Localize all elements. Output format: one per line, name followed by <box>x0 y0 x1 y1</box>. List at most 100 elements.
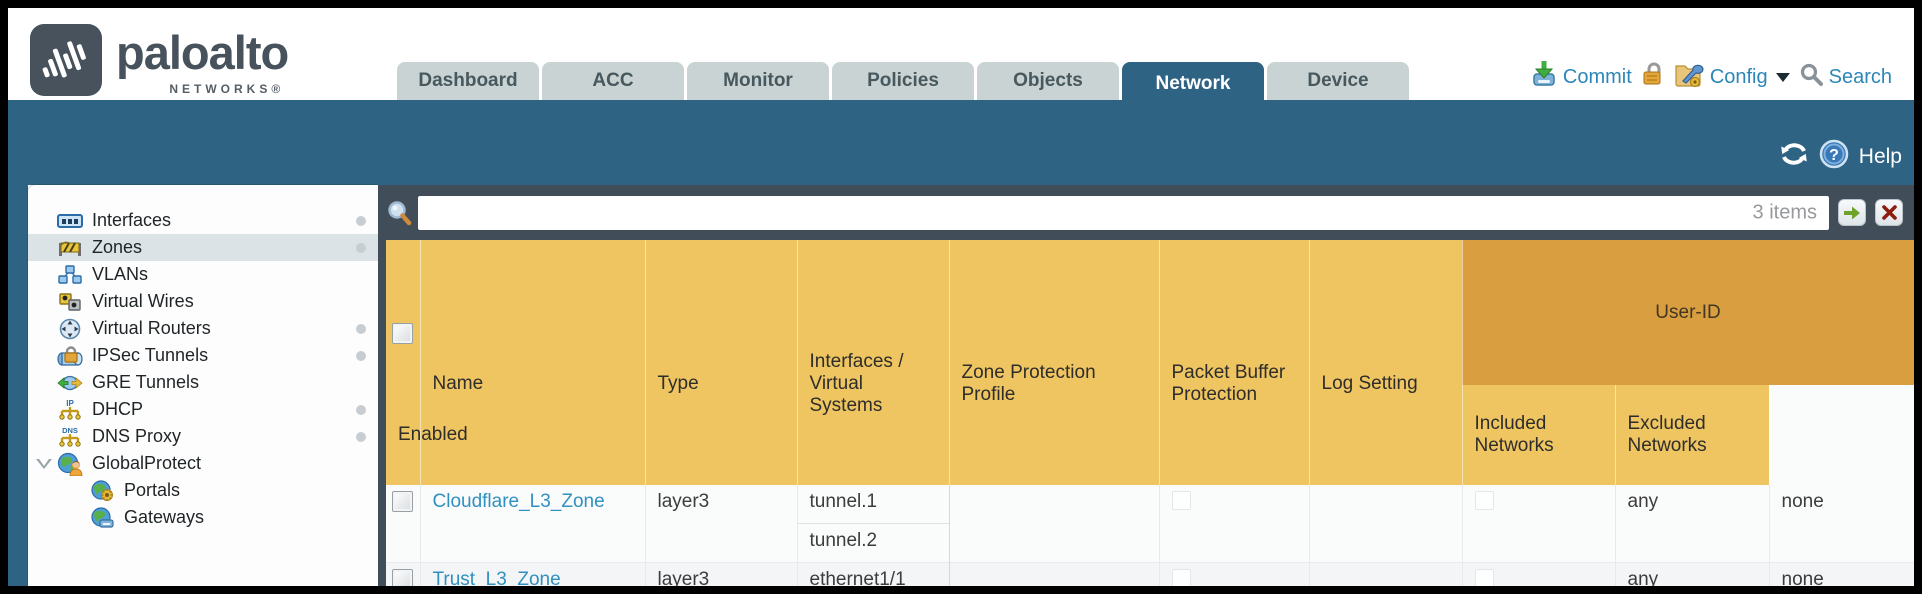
green-arrow-icon <box>1844 206 1860 219</box>
table-row: Cloudflare_L3_Zone layer3 tunnel.1 tunne… <box>386 485 1914 562</box>
select-all-checkbox[interactable] <box>392 323 413 344</box>
tab-dashboard[interactable]: Dashboard <box>397 62 539 100</box>
close-icon <box>1881 205 1897 220</box>
help-icon[interactable]: ? <box>1819 139 1849 175</box>
lock-icon <box>1641 61 1665 93</box>
excluded-networks: none <box>1769 485 1914 562</box>
search-button[interactable]: Search <box>1799 62 1892 92</box>
sidebar-item-dns-proxy[interactable]: DNS DNS Proxy <box>28 423 378 450</box>
sidebar-item-interfaces[interactable]: Interfaces <box>28 207 378 234</box>
gateways-icon <box>88 506 115 530</box>
svg-text:DNS: DNS <box>62 426 78 435</box>
left-gutter <box>8 185 28 586</box>
col-header-name[interactable]: Name <box>420 240 646 485</box>
sidebar-item-virtual-wires[interactable]: Virtual Wires <box>28 288 378 315</box>
interfaces-icon <box>56 209 83 233</box>
packet-buffer-checkbox[interactable] <box>1171 568 1191 586</box>
filter-toolbar: 3 items <box>378 185 1914 240</box>
commit-icon <box>1531 60 1557 94</box>
sidebar-item-zones[interactable]: Zones <box>28 234 378 261</box>
sidebar-item-ipsec-tunnels[interactable]: IPSec Tunnels <box>28 342 378 369</box>
zone-type: layer3 <box>645 562 798 586</box>
help-label[interactable]: Help <box>1858 145 1902 168</box>
svg-text:IP: IP <box>66 399 74 408</box>
search-icon <box>1799 62 1823 92</box>
col-header-type[interactable]: Type <box>645 240 798 485</box>
table-row: Trust_L3_Zone layer3 ethernet1/1 any non… <box>386 562 1914 586</box>
zone-name-link[interactable]: Cloudflare_L3_Zone <box>432 491 605 512</box>
col-group-user-id: User-ID <box>1462 240 1914 385</box>
table-left-gutter <box>378 240 386 586</box>
tab-policies[interactable]: Policies <box>832 62 974 100</box>
col-header-excluded-networks[interactable]: Excluded Networks <box>1615 385 1770 485</box>
select-all-cell <box>386 240 421 385</box>
clear-filter-button[interactable] <box>1875 199 1903 226</box>
log-setting <box>1309 562 1463 586</box>
row-checkbox[interactable] <box>392 491 413 512</box>
globalprotect-icon <box>56 452 83 476</box>
zone-name-link[interactable]: Trust_L3_Zone <box>432 568 561 587</box>
tab-monitor[interactable]: Monitor <box>687 62 829 100</box>
status-dot <box>356 215 366 226</box>
status-dot <box>356 323 366 334</box>
refresh-icon[interactable] <box>1779 141 1809 173</box>
interface-item: ethernet1/1 <box>809 568 906 587</box>
col-header-enabled[interactable]: Enabled <box>386 385 468 485</box>
tab-objects[interactable]: Objects <box>977 62 1119 100</box>
user-id-enabled-checkbox[interactable] <box>1474 568 1494 586</box>
zone-protection-profile <box>949 562 1160 586</box>
sidebar-item-globalprotect[interactable]: GlobalProtect <box>28 450 378 477</box>
log-setting <box>1309 485 1463 562</box>
top-header: paloalto NETWORKS® Dashboard ACC Monitor… <box>8 8 1914 106</box>
user-id-enabled-checkbox[interactable] <box>1474 491 1494 510</box>
portals-icon <box>88 479 115 503</box>
svg-text:?: ? <box>1829 147 1839 164</box>
ipsec-tunnels-icon <box>56 344 83 368</box>
paloalto-logo: paloalto NETWORKS® <box>30 24 289 96</box>
zone-protection-profile <box>949 485 1160 562</box>
utility-links: Commit <box>1531 58 1892 96</box>
config-icon <box>1674 61 1704 94</box>
tab-network[interactable]: Network <box>1122 62 1264 106</box>
filter-search-icon <box>386 200 412 226</box>
sidebar-item-vlans[interactable]: VLANs <box>28 261 378 288</box>
zone-interfaces: ethernet1/1 <box>796 562 950 587</box>
excluded-networks: none <box>1769 562 1914 586</box>
page-title-bar: ? Help <box>8 100 1914 185</box>
lock-button[interactable] <box>1641 61 1665 93</box>
virtual-wires-icon <box>56 290 83 314</box>
dhcp-icon: IP <box>56 398 83 422</box>
sidebar-item-gateways[interactable]: Gateways <box>28 504 378 531</box>
sidebar-item-dhcp[interactable]: IP DHCP <box>28 396 378 423</box>
col-header-interfaces[interactable]: Interfaces / Virtual Systems <box>797 240 950 485</box>
sidebar-item-gre-tunnels[interactable]: GRE Tunnels <box>28 369 378 396</box>
row-checkbox[interactable] <box>392 568 413 586</box>
col-header-included-networks[interactable]: Included Networks <box>1462 385 1616 485</box>
col-header-log-setting[interactable]: Log Setting <box>1309 240 1463 485</box>
zones-table: Name Type Interfaces / Virtual Systems Z… <box>386 240 1914 586</box>
col-header-packet-buffer-protection[interactable]: Packet Buffer Protection <box>1159 240 1310 485</box>
apply-filter-button[interactable] <box>1838 199 1866 226</box>
zones-icon <box>56 236 83 260</box>
chevron-down-icon <box>1775 72 1790 82</box>
commit-button[interactable]: Commit <box>1531 60 1632 94</box>
virtual-routers-icon <box>56 317 83 341</box>
config-menu-button[interactable]: Config <box>1674 61 1790 94</box>
filter-input[interactable] <box>418 195 1829 230</box>
included-networks: any <box>1615 485 1770 562</box>
gre-tunnels-icon <box>56 371 83 395</box>
main-nav-tabs: Dashboard ACC Monitor Policies Objects N… <box>397 62 1412 106</box>
brand-wordmark: paloalto <box>116 26 289 79</box>
tab-acc[interactable]: ACC <box>542 62 684 100</box>
zone-type: layer3 <box>645 485 798 562</box>
sidebar-item-virtual-routers[interactable]: Virtual Routers <box>28 315 378 342</box>
interface-item: tunnel.1 <box>809 491 878 512</box>
included-networks: any <box>1615 562 1770 586</box>
tab-device[interactable]: Device <box>1267 62 1409 100</box>
sidebar-item-portals[interactable]: Portals <box>28 477 378 504</box>
zones-table-container: Name Type Interfaces / Virtual Systems Z… <box>386 240 1914 586</box>
col-header-zone-protection-profile[interactable]: Zone Protection Profile <box>949 240 1160 485</box>
expand-caret-icon[interactable] <box>36 458 52 469</box>
packet-buffer-checkbox[interactable] <box>1171 491 1191 510</box>
status-dot <box>356 431 366 442</box>
